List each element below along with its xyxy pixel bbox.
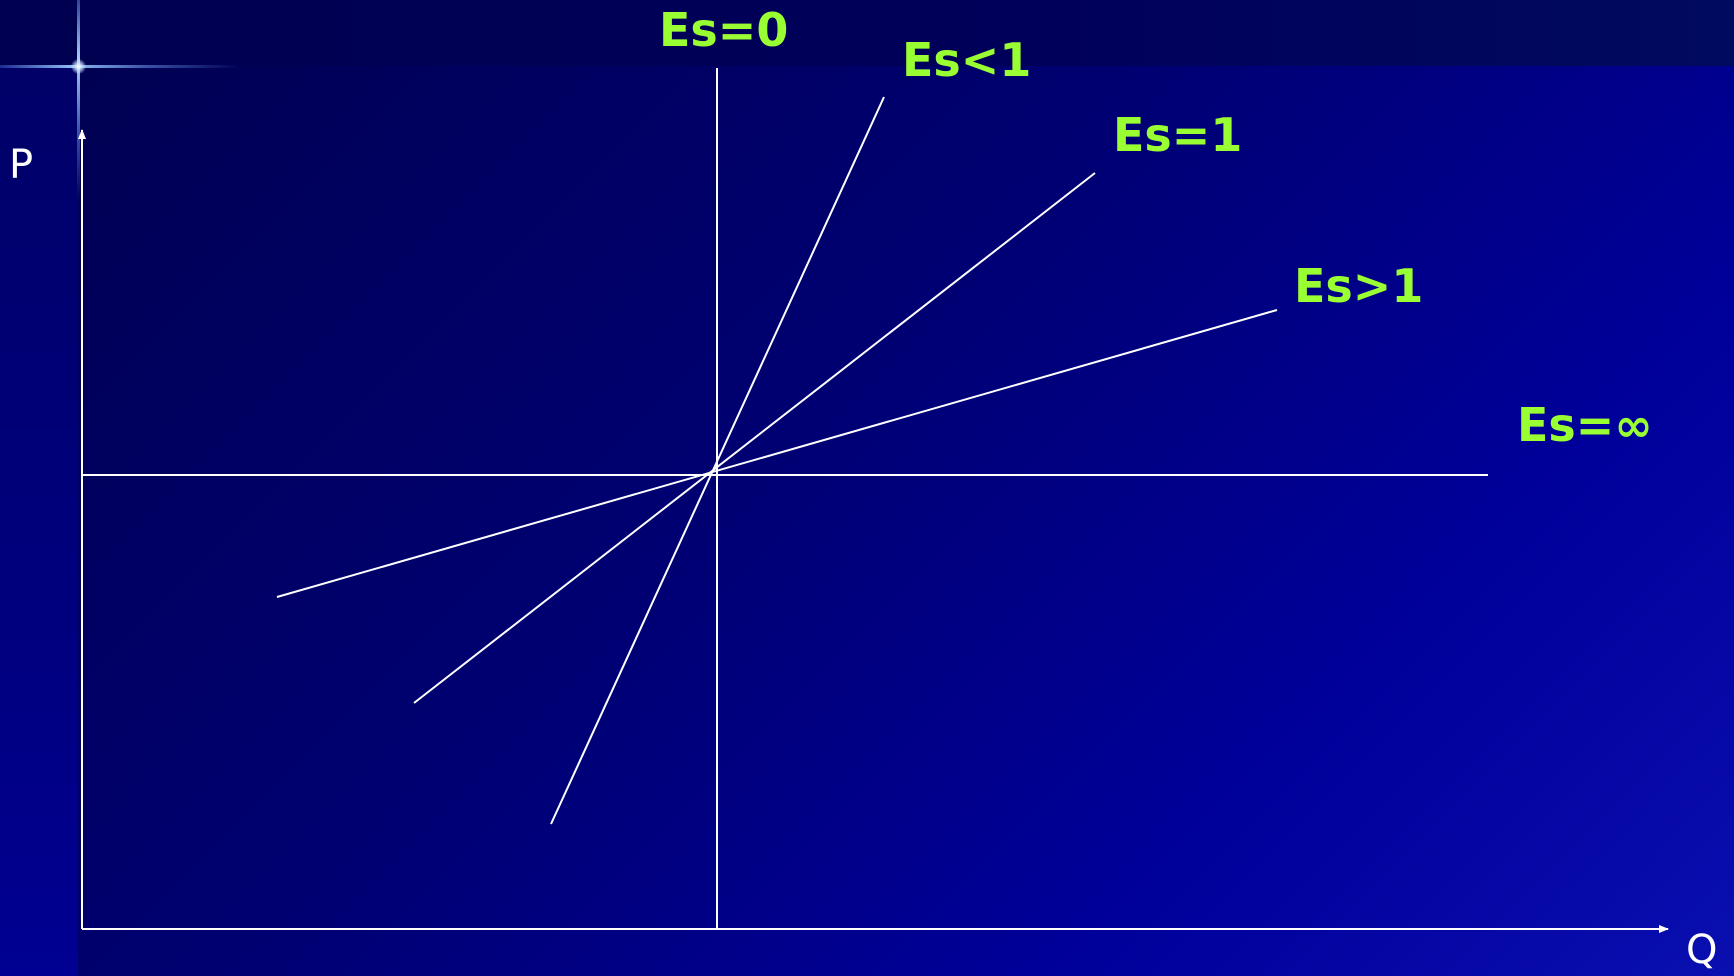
light-flare-horizontal: [0, 65, 240, 68]
supply-curve-es-less-one: [550, 96, 885, 825]
label-es-one: Es=1: [1113, 108, 1243, 162]
label-es-greater-one: Es>1: [1294, 259, 1424, 313]
top-band: [0, 0, 1734, 66]
light-flare-center: [71, 59, 86, 74]
x-axis-label: Q: [1686, 927, 1718, 973]
supply-curve-es-greater-one: [276, 309, 1278, 598]
y-axis-label: P: [9, 142, 34, 188]
left-band: [0, 66, 78, 976]
supply-curve-es-one: [413, 172, 1096, 704]
light-flare-vertical: [77, 0, 80, 200]
label-es-infinity: Es=∞: [1517, 398, 1653, 452]
label-es-less-one: Es<1: [902, 33, 1032, 87]
label-es-zero: Es=0: [659, 3, 789, 57]
